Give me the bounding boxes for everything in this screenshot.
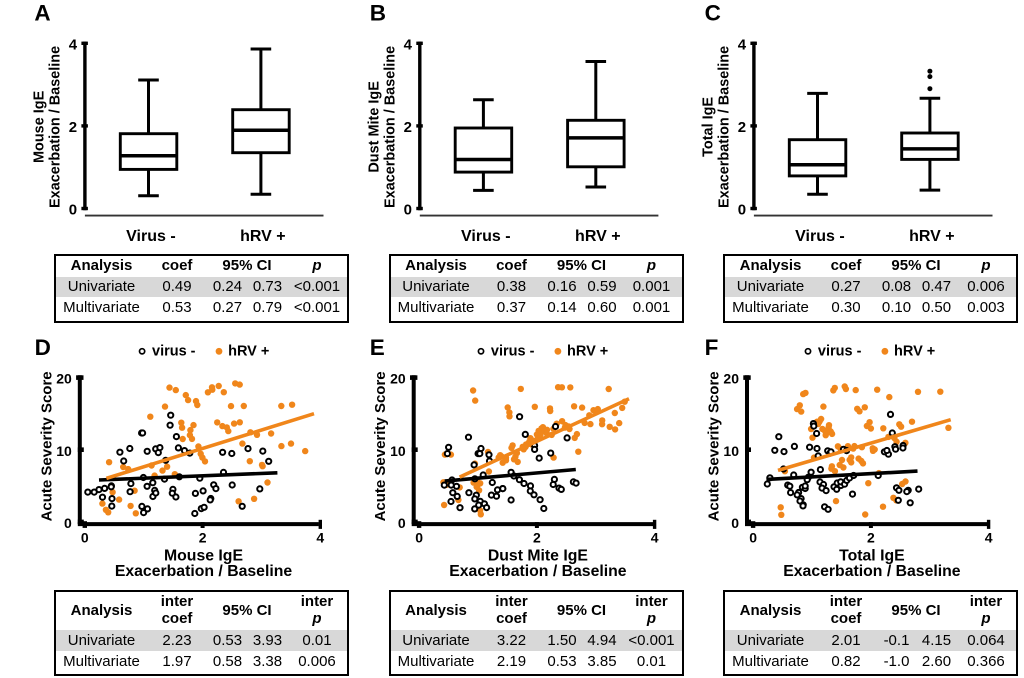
svg-text:A: A [34,0,50,25]
svg-text:2: 2 [69,119,77,136]
svg-text:0: 0 [415,529,423,545]
svg-text:virus -: virus - [152,344,196,360]
svg-text:hRV +: hRV + [567,344,608,360]
svg-text:D: D [35,335,51,360]
svg-text:0: 0 [81,529,89,545]
svg-text:Total IgE: Total IgE [701,97,717,157]
svg-text:Virus -: Virus - [126,228,176,245]
svg-text:hRV +: hRV + [240,228,286,245]
svg-text:Virus -: Virus - [795,228,845,245]
svg-text:0: 0 [738,202,746,219]
svg-text:Dust Mite IgE: Dust Mite IgE [367,81,383,173]
svg-text:20: 20 [56,371,72,387]
svg-text:10: 10 [390,443,406,459]
svg-text:hRV +: hRV + [894,344,935,360]
svg-text:2: 2 [404,119,412,136]
svg-text:0: 0 [749,529,757,545]
svg-text:Acute Severity Score: Acute Severity Score [38,371,55,521]
svg-text:Exacerbation / Baseline: Exacerbation / Baseline [717,46,733,208]
svg-text:Mouse IgE: Mouse IgE [164,547,243,564]
svg-text:4: 4 [651,529,659,545]
svg-text:hRV +: hRV + [228,344,269,360]
svg-text:2: 2 [533,529,541,545]
svg-text:virus -: virus - [491,344,535,360]
svg-text:2: 2 [867,529,875,545]
svg-text:E: E [370,335,385,360]
svg-text:0: 0 [404,202,412,219]
svg-text:10: 10 [56,443,72,459]
svg-text:0: 0 [69,202,77,219]
svg-text:0: 0 [64,515,72,531]
svg-text:4: 4 [69,37,78,54]
svg-text:4: 4 [738,37,747,54]
svg-text:4: 4 [404,37,413,54]
svg-text:F: F [705,335,719,360]
svg-text:Dust Mite IgE: Dust Mite IgE [488,547,588,564]
svg-text:2: 2 [738,119,746,136]
svg-text:10: 10 [723,443,739,459]
svg-text:C: C [705,0,721,25]
svg-text:0: 0 [731,515,739,531]
svg-text:2: 2 [199,529,207,545]
svg-text:hRV +: hRV + [909,228,955,245]
svg-text:20: 20 [723,371,739,387]
svg-text:virus -: virus - [818,344,862,360]
svg-text:B: B [370,0,386,25]
svg-text:20: 20 [390,371,406,387]
svg-text:hRV +: hRV + [575,228,621,245]
svg-text:Exacerbation / Baseline: Exacerbation / Baseline [48,46,64,208]
svg-text:Mouse IgE: Mouse IgE [32,90,48,163]
svg-text:4: 4 [316,529,324,545]
svg-text:Exacerbation / Baseline: Exacerbation / Baseline [115,563,293,580]
svg-text:Exacerbation / Baseline: Exacerbation / Baseline [783,563,961,580]
svg-text:4: 4 [985,529,993,545]
svg-text:Total IgE: Total IgE [839,547,905,564]
svg-text:Exacerbation / Baseline: Exacerbation / Baseline [449,563,627,580]
svg-text:Virus -: Virus - [461,228,511,245]
svg-text:0: 0 [398,515,406,531]
svg-text:Acute Severity Score: Acute Severity Score [372,371,389,521]
svg-text:Exacerbation / Baseline: Exacerbation / Baseline [383,46,399,208]
svg-text:Acute Severity Score: Acute Severity Score [706,371,723,521]
